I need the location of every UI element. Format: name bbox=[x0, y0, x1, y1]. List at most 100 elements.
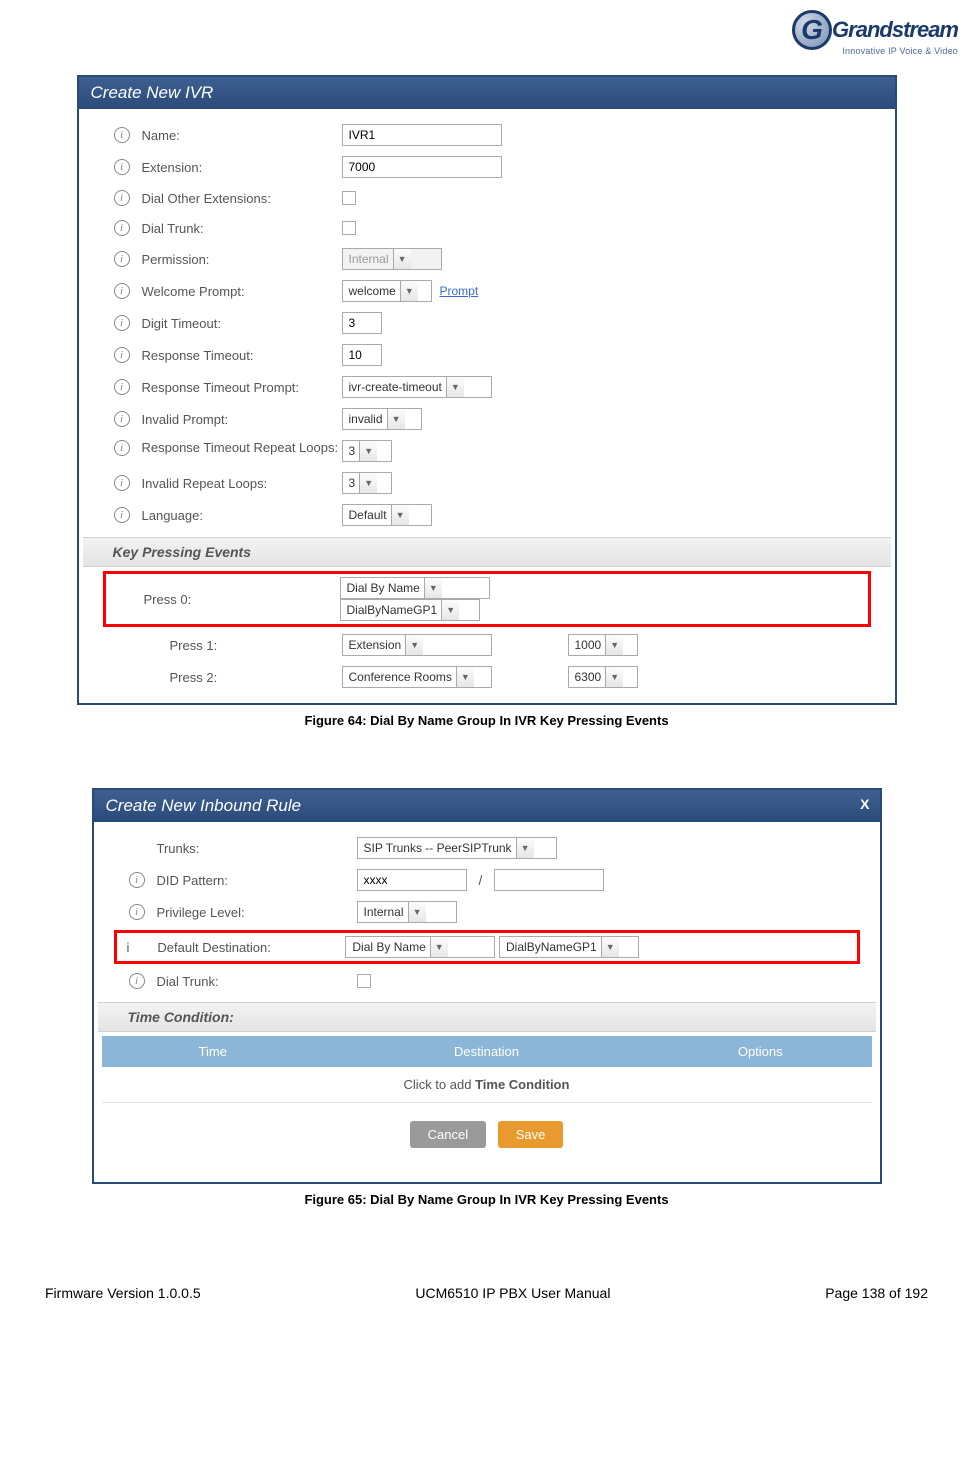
chevron-down-icon: ▼ bbox=[405, 635, 423, 655]
extension-label: Extension: bbox=[142, 160, 342, 175]
info-icon[interactable]: i bbox=[114, 251, 130, 267]
language-select[interactable]: Default▼ bbox=[342, 504, 432, 526]
dial-other-label: Dial Other Extensions: bbox=[142, 191, 342, 206]
press2-target-select[interactable]: 6300▼ bbox=[568, 666, 638, 688]
extension-input[interactable] bbox=[342, 156, 502, 178]
press2-label: Press 2: bbox=[170, 670, 342, 685]
chevron-down-icon: ▼ bbox=[516, 838, 534, 858]
create-inbound-rule-panel: Create New Inbound Rule X Trunks:SIP Tru… bbox=[92, 788, 882, 1184]
footer-right: Page 138 of 192 bbox=[825, 1285, 928, 1301]
dial-other-checkbox[interactable] bbox=[342, 191, 356, 205]
info-icon[interactable]: i bbox=[129, 872, 145, 888]
chevron-down-icon: ▼ bbox=[430, 937, 448, 957]
privilege-select[interactable]: Internal▼ bbox=[357, 901, 457, 923]
info-icon[interactable]: i bbox=[129, 904, 145, 920]
language-label: Language: bbox=[142, 508, 342, 523]
chevron-down-icon: ▼ bbox=[387, 409, 405, 429]
did-pattern-label: DID Pattern: bbox=[157, 873, 357, 888]
trunks-select[interactable]: SIP Trunks -- PeerSIPTrunk▼ bbox=[357, 837, 557, 859]
key-pressing-section: Key Pressing Events bbox=[83, 537, 891, 567]
welcome-label: Welcome Prompt: bbox=[142, 284, 342, 299]
time-condition-section: Time Condition: bbox=[98, 1002, 876, 1032]
time-condition-header: Time Destination Options bbox=[102, 1036, 872, 1067]
resp-timeout-loops-select[interactable]: 3▼ bbox=[342, 440, 392, 462]
create-ivr-panel: Create New IVR i Name: i Extension: i Dial … bbox=[77, 75, 897, 705]
press0-label: Press 0: bbox=[144, 592, 340, 607]
tc-add-bold: Time Condition bbox=[475, 1077, 569, 1092]
info-icon[interactable]: i bbox=[129, 973, 145, 989]
figure64-caption: Figure 64: Dial By Name Group In IVR Key… bbox=[35, 713, 938, 728]
button-row: Cancel Save bbox=[94, 1103, 880, 1172]
chevron-down-icon: ▼ bbox=[359, 473, 377, 493]
info-icon[interactable]: i bbox=[114, 127, 130, 143]
response-timeout-input[interactable] bbox=[342, 344, 382, 366]
info-icon[interactable]: i bbox=[114, 220, 130, 236]
cancel-button[interactable]: Cancel bbox=[410, 1121, 486, 1148]
resp-timeout-prompt-select[interactable]: ivr-create-timeout▼ bbox=[342, 376, 492, 398]
press1-action-select[interactable]: Extension▼ bbox=[342, 634, 492, 656]
resp-timeout-prompt-label: Response Timeout Prompt: bbox=[142, 380, 342, 395]
invalid-loops-label: Invalid Repeat Loops: bbox=[142, 476, 342, 491]
info-icon[interactable]: i bbox=[114, 379, 130, 395]
page-footer: Firmware Version 1.0.0.5 UCM6510 IP PBX … bbox=[35, 1235, 938, 1301]
press0-row-highlight: Press 0: Dial By Name▼ DialByNameGP1▼ bbox=[103, 571, 871, 627]
did-pattern-input-2[interactable] bbox=[494, 869, 604, 891]
dial-trunk-checkbox[interactable] bbox=[342, 221, 356, 235]
tc-col-options: Options bbox=[669, 1044, 852, 1059]
name-label: Name: bbox=[142, 128, 342, 143]
add-time-condition-row[interactable]: Click to add Time Condition bbox=[102, 1067, 872, 1103]
prompt-link[interactable]: Prompt bbox=[440, 284, 479, 298]
info-icon[interactable]: i bbox=[114, 440, 130, 456]
chevron-down-icon: ▼ bbox=[424, 578, 442, 598]
info-icon[interactable]: i bbox=[114, 347, 130, 363]
form-body: Trunks:SIP Trunks -- PeerSIPTrunk▼ iDID … bbox=[94, 822, 880, 1182]
document-page: GGrandstream Innovative IP Voice & Video… bbox=[0, 0, 973, 1326]
welcome-select[interactable]: welcome▼ bbox=[342, 280, 432, 302]
press0-action-select[interactable]: Dial By Name▼ bbox=[340, 577, 490, 599]
logo-g-icon: G bbox=[792, 10, 832, 50]
default-destination-type-select[interactable]: Dial By Name▼ bbox=[345, 936, 495, 958]
default-destination-label: Default Destination: bbox=[157, 940, 345, 955]
press0-target-select[interactable]: DialByNameGP1▼ bbox=[340, 599, 480, 621]
panel-title: Create New Inbound Rule bbox=[106, 796, 302, 815]
default-destination-target-select[interactable]: DialByNameGP1▼ bbox=[499, 936, 639, 958]
info-icon[interactable]: i bbox=[114, 283, 130, 299]
info-icon[interactable]: i bbox=[127, 940, 130, 955]
info-icon[interactable]: i bbox=[114, 315, 130, 331]
chevron-down-icon: ▼ bbox=[446, 377, 464, 397]
panel-title: Create New IVR bbox=[91, 83, 214, 102]
info-icon[interactable]: i bbox=[114, 159, 130, 175]
chevron-down-icon: ▼ bbox=[456, 667, 474, 687]
permission-label: Permission: bbox=[142, 252, 342, 267]
tc-col-destination: Destination bbox=[304, 1044, 669, 1059]
invalid-prompt-label: Invalid Prompt: bbox=[142, 412, 342, 427]
footer-center: UCM6510 IP PBX User Manual bbox=[415, 1285, 610, 1301]
did-slash: / bbox=[479, 872, 483, 888]
invalid-loops-select[interactable]: 3▼ bbox=[342, 472, 392, 494]
press2-action-select[interactable]: Conference Rooms▼ bbox=[342, 666, 492, 688]
digit-timeout-input[interactable] bbox=[342, 312, 382, 334]
figure65-caption: Figure 65: Dial By Name Group In IVR Key… bbox=[35, 1192, 938, 1207]
info-icon[interactable]: i bbox=[114, 475, 130, 491]
info-icon[interactable]: i bbox=[114, 190, 130, 206]
chevron-down-icon: ▼ bbox=[400, 281, 418, 301]
close-icon[interactable]: X bbox=[860, 796, 869, 812]
dial-trunk-checkbox-2[interactable] bbox=[357, 974, 371, 988]
tc-col-time: Time bbox=[122, 1044, 305, 1059]
permission-select: Internal▼ bbox=[342, 248, 442, 270]
info-icon[interactable]: i bbox=[114, 507, 130, 523]
press1-target-select[interactable]: 1000▼ bbox=[568, 634, 638, 656]
chevron-down-icon: ▼ bbox=[605, 635, 623, 655]
did-pattern-input-1[interactable] bbox=[357, 869, 467, 891]
chevron-down-icon: ▼ bbox=[601, 937, 619, 957]
invalid-prompt-select[interactable]: invalid▼ bbox=[342, 408, 422, 430]
info-icon[interactable]: i bbox=[114, 411, 130, 427]
default-destination-row-highlight: i Default Destination: Dial By Name▼ Dia… bbox=[114, 930, 860, 964]
chevron-down-icon: ▼ bbox=[605, 667, 623, 687]
dial-trunk-label: Dial Trunk: bbox=[142, 221, 342, 236]
name-input[interactable] bbox=[342, 124, 502, 146]
brand-logo: GGrandstream Innovative IP Voice & Video bbox=[792, 10, 958, 56]
panel-header: Create New IVR bbox=[79, 77, 895, 109]
chevron-down-icon: ▼ bbox=[393, 249, 411, 269]
save-button[interactable]: Save bbox=[498, 1121, 564, 1148]
